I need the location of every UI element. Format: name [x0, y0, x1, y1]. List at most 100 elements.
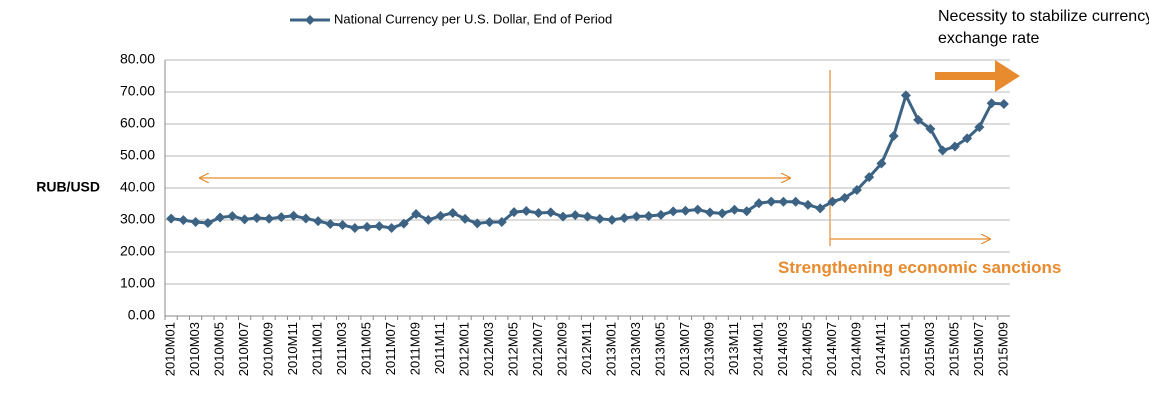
x-tick-label: 2011M03	[334, 322, 349, 375]
point	[362, 221, 373, 232]
stabilize-arrow	[935, 60, 1020, 92]
point	[570, 210, 581, 221]
y-axis-label: RUB/USD	[36, 179, 100, 195]
x-tick-label: 2014M05	[799, 322, 814, 376]
point	[851, 184, 862, 195]
point	[986, 98, 997, 109]
point	[325, 218, 336, 229]
point	[998, 99, 1009, 110]
x-tick-label: 2011M07	[383, 322, 398, 375]
x-tick-label: 2012M11	[579, 322, 594, 375]
x-tick-label: 2014M09	[848, 322, 863, 376]
x-tick-label: 2013M01	[603, 322, 618, 376]
x-tick-label: 2010M11	[285, 322, 300, 375]
point	[778, 196, 789, 207]
point	[815, 203, 826, 214]
point	[655, 209, 666, 220]
point	[864, 172, 875, 183]
point	[227, 211, 238, 222]
point	[545, 207, 556, 218]
point	[239, 214, 250, 225]
point	[913, 114, 924, 125]
point	[300, 213, 311, 224]
point	[925, 123, 936, 134]
point	[178, 215, 189, 226]
point	[704, 207, 715, 218]
x-tick-label: 2012M07	[530, 322, 545, 376]
x-tick-label: 2013M09	[701, 322, 716, 376]
point	[276, 212, 287, 223]
x-tick-label: 2014M07	[824, 322, 839, 376]
point	[949, 141, 960, 152]
y-tick-label: 50.00	[120, 147, 155, 163]
x-tick-label: 2010M03	[187, 322, 202, 376]
x-tick-label: 2013M11	[726, 322, 741, 375]
point	[876, 158, 887, 169]
x-tick-label: 2011M05	[359, 322, 374, 375]
x-tick-label: 2015M03	[922, 322, 937, 376]
y-tick-label: 10.00	[120, 275, 155, 291]
point	[558, 211, 569, 222]
point	[509, 207, 520, 218]
point	[349, 223, 360, 233]
x-tick-label: 2012M01	[456, 322, 471, 376]
y-tick-label: 0.00	[128, 307, 155, 323]
x-tick-label: 2012M05	[505, 322, 520, 376]
point	[447, 207, 458, 218]
point	[717, 208, 728, 219]
x-tick-label: 2015M01	[897, 322, 912, 376]
point	[582, 211, 593, 222]
point	[166, 213, 177, 224]
point	[435, 210, 446, 221]
x-tick-label: 2015M09	[995, 322, 1010, 376]
point	[974, 122, 985, 133]
point	[398, 218, 409, 229]
point	[766, 196, 777, 207]
point	[215, 212, 226, 223]
y-tick-label: 60.00	[120, 115, 155, 131]
annotation: Necessity to stabilize currency exchange…	[938, 8, 1149, 47]
x-tick-label: 2015M07	[971, 322, 986, 376]
point	[643, 210, 654, 221]
x-tick-label: 2014M01	[750, 322, 765, 376]
point	[533, 207, 544, 218]
x-tick-label: 2013M05	[652, 322, 667, 376]
x-tick-label: 2011M09	[407, 322, 422, 375]
x-tick-label: 2014M03	[775, 322, 790, 376]
point	[619, 213, 630, 224]
point	[827, 196, 838, 207]
point	[692, 204, 703, 215]
x-tick-label: 2011M01	[310, 322, 325, 375]
legend-marker	[305, 15, 315, 25]
point	[337, 220, 348, 231]
point	[753, 198, 764, 209]
point	[839, 192, 850, 203]
point	[606, 214, 617, 225]
x-tick-label: 2013M07	[677, 322, 692, 376]
point	[386, 223, 397, 234]
point	[888, 130, 899, 141]
point	[631, 211, 642, 222]
point	[190, 217, 201, 228]
point	[484, 217, 495, 228]
point	[313, 216, 324, 227]
legend-label: National Currency per U.S. Dollar, End o…	[334, 11, 612, 26]
x-tick-label: 2012M09	[554, 322, 569, 376]
y-tick-label: 20.00	[120, 243, 155, 259]
point	[496, 216, 507, 227]
point	[264, 213, 275, 224]
point	[741, 206, 752, 217]
x-tick-label: 2014M11	[873, 322, 888, 375]
point	[937, 145, 948, 156]
y-tick-label: 30.00	[120, 211, 155, 227]
point	[460, 213, 471, 224]
point	[288, 210, 299, 221]
y-tick-label: 80.00	[120, 51, 155, 67]
point	[411, 208, 422, 219]
point	[423, 214, 434, 225]
point	[729, 204, 740, 215]
point	[374, 221, 385, 232]
point	[962, 133, 973, 144]
x-tick-label: 2010M01	[163, 322, 178, 376]
